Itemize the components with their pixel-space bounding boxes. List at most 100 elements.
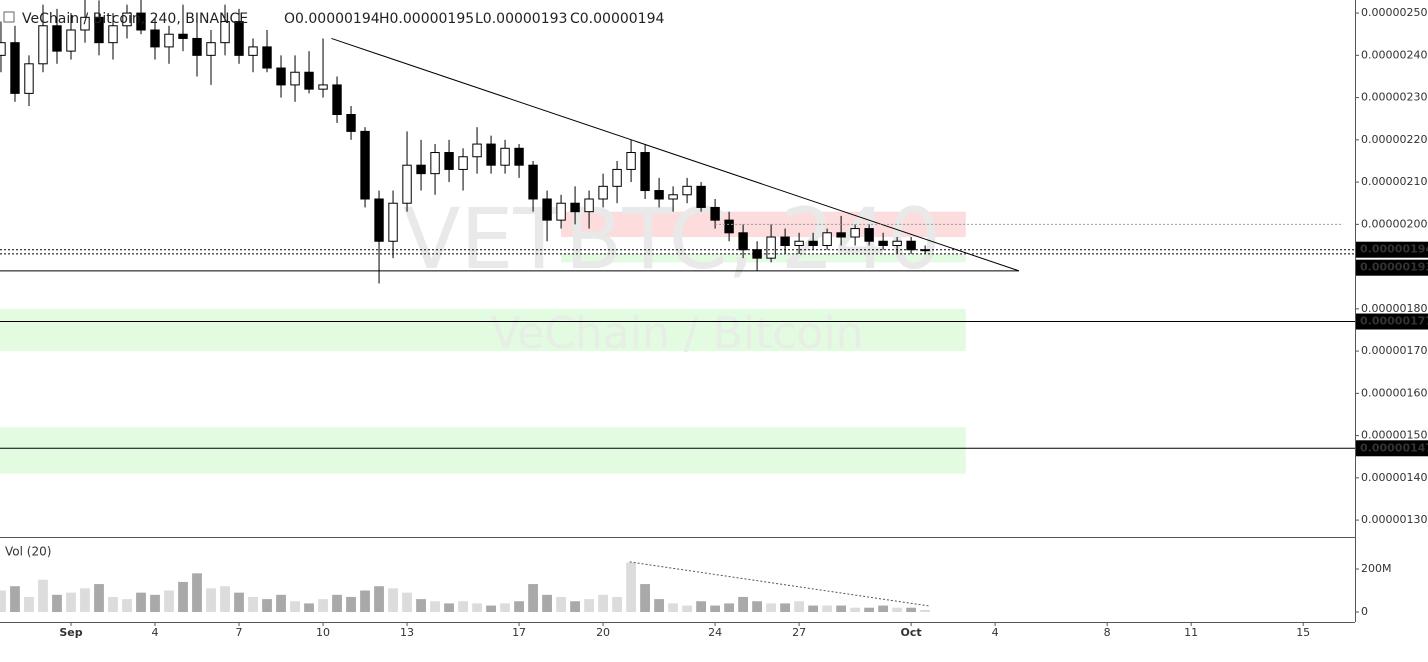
candle-body	[164, 33, 174, 48]
volume-bar	[430, 601, 440, 612]
candle-body	[822, 232, 832, 246]
price-label-box	[1356, 259, 1428, 276]
volume-bar	[416, 599, 426, 612]
price-label: 0.00000194	[1360, 243, 1428, 256]
volume-trendline	[629, 561, 930, 607]
volume-bar	[318, 599, 328, 612]
candle-body	[80, 16, 90, 31]
candle-body	[206, 42, 216, 56]
candle-body	[416, 164, 426, 175]
candle-body	[500, 147, 510, 166]
volume-bar	[906, 607, 917, 612]
y-tick-label: 0.00000230	[1361, 91, 1427, 104]
candle-body	[682, 185, 692, 196]
volume-bar	[850, 607, 861, 612]
x-tick-label: 27	[792, 626, 806, 639]
y-tick-label: 0.00000250	[1361, 6, 1427, 19]
candle-body	[472, 143, 482, 158]
volume-bar	[234, 592, 244, 612]
candle-body	[458, 156, 468, 170]
candle-body	[192, 37, 202, 56]
volume-bar	[374, 586, 384, 612]
marks	[0, 0, 1355, 612]
y-tick-label: 0.00000180	[1361, 302, 1427, 315]
volume-bar	[710, 605, 720, 612]
candle-body	[24, 63, 34, 94]
candle-body	[878, 240, 888, 246]
volume-bar	[24, 596, 34, 612]
price-label-box	[1356, 440, 1428, 457]
volume-bar	[794, 601, 805, 612]
volume-bar	[584, 599, 594, 612]
y-tick-label: 0.00000160	[1361, 386, 1427, 399]
ohlc-close: C0.00000194	[570, 11, 664, 27]
candle-body	[542, 198, 552, 221]
candle-body	[402, 164, 412, 204]
candle-body	[668, 194, 678, 200]
volume-bar	[276, 594, 286, 612]
volume-bar	[570, 601, 580, 612]
volume-bar	[654, 599, 664, 612]
volume-bar	[248, 596, 258, 612]
volume-bar	[864, 607, 875, 612]
candle-body	[94, 16, 104, 44]
candle-body	[150, 29, 160, 48]
candle-body	[360, 130, 370, 200]
candle-body	[556, 202, 566, 221]
candle-body	[598, 185, 608, 200]
y-tick-label: 0.00000210	[1361, 175, 1427, 188]
candle-body	[766, 236, 776, 259]
volume-bar	[94, 584, 104, 612]
candle-body	[318, 84, 328, 90]
volume-bar	[920, 609, 931, 612]
zone	[561, 253, 966, 263]
volume-bar	[444, 603, 454, 612]
candle-body	[780, 236, 790, 246]
candle-body	[710, 206, 720, 221]
y-tick-label: 0.00000220	[1361, 133, 1427, 146]
volume-bar	[122, 599, 132, 612]
candle-body	[486, 143, 496, 166]
x-tick-label: 17	[512, 626, 526, 639]
volume-bar	[10, 586, 20, 612]
candle-body	[374, 198, 384, 242]
candle-body	[10, 42, 20, 94]
candle-body	[136, 12, 146, 31]
candle-body	[724, 219, 734, 234]
volume-bar	[808, 605, 819, 612]
candle-body	[584, 198, 594, 213]
candle-body	[612, 168, 622, 187]
volume-title: Vol (20)	[5, 545, 51, 559]
candle-body	[836, 232, 846, 238]
price-label: 0.00000193	[1360, 261, 1428, 274]
volume-bar	[612, 596, 622, 612]
candle-body	[570, 202, 580, 213]
x-tick-label: 7	[236, 626, 243, 639]
x-tick-label: 24	[708, 626, 722, 639]
candle-body	[892, 240, 902, 246]
volume-bar	[514, 601, 524, 612]
volume-bar	[332, 594, 342, 612]
candle-body	[66, 29, 76, 52]
volume-bar	[136, 592, 146, 612]
candle-body	[220, 21, 230, 44]
volume-bar	[598, 594, 608, 612]
volume-bar	[472, 603, 482, 612]
candle-body	[38, 25, 48, 65]
candle-body	[850, 228, 860, 238]
x-tick-label: 15	[1296, 626, 1310, 639]
volume-bar	[528, 584, 538, 612]
ohlc-open: O0.00000194	[284, 11, 380, 27]
watermark-subtitle: VeChain / Bitcoin	[490, 308, 863, 359]
candle-body	[626, 152, 636, 170]
volume-bar	[738, 596, 749, 612]
volume-bar	[822, 605, 833, 612]
volume-bar	[262, 599, 272, 612]
x-tick-label: 4	[992, 626, 999, 639]
collapse-icon[interactable]	[3, 11, 15, 23]
y-tick-label: 0.00000130	[1361, 513, 1427, 526]
candle-body	[304, 71, 314, 90]
volume-bar	[360, 590, 370, 612]
candle-body	[864, 228, 874, 242]
